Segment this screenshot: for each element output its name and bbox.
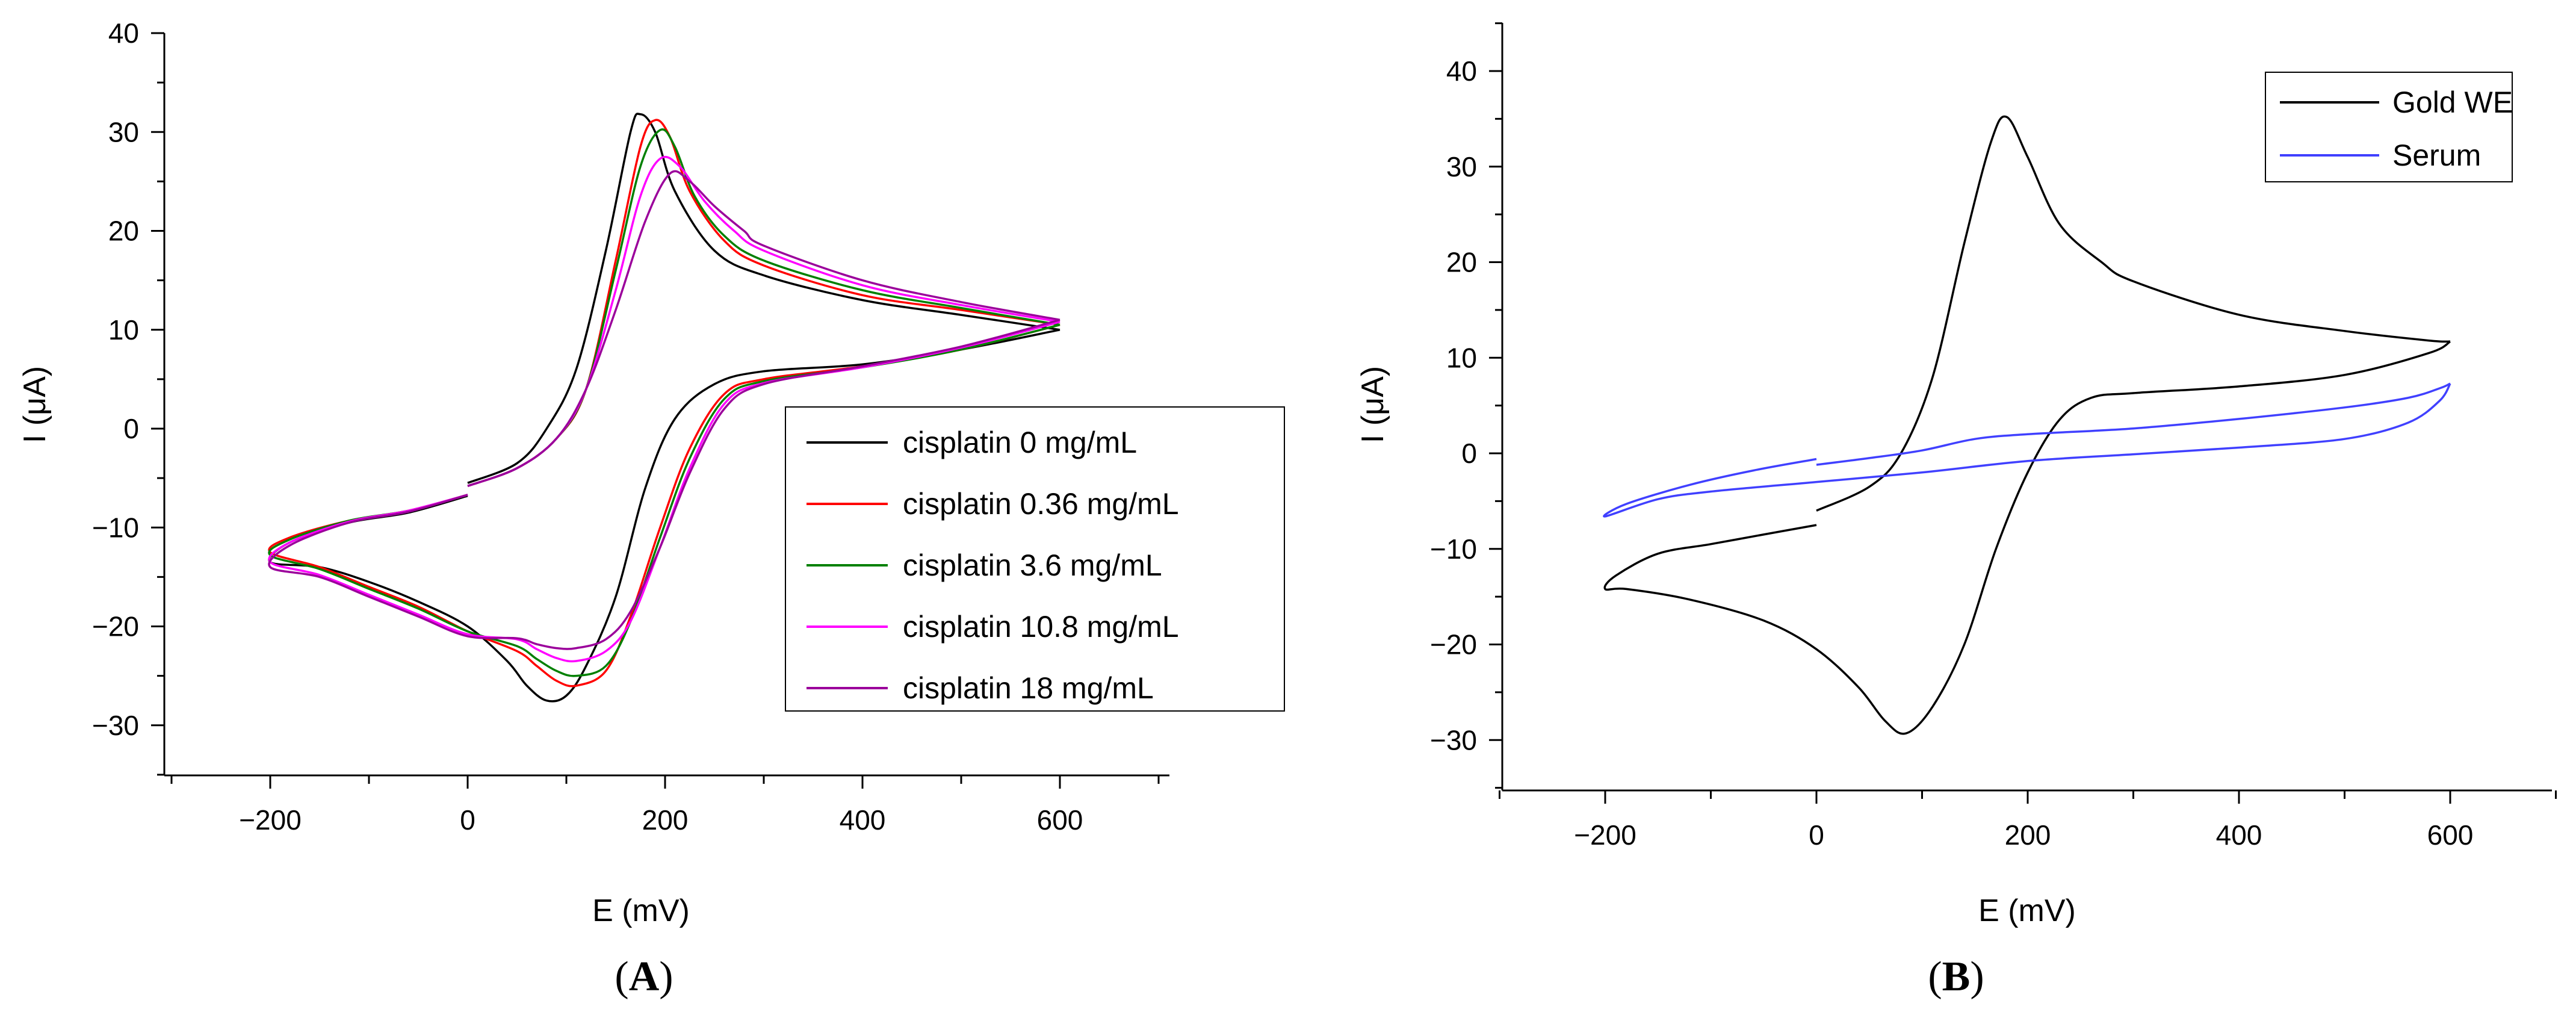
panel-a-legend: cisplatin 0 mg/mL cisplatin 0.36 mg/mL cis… (785, 406, 1285, 712)
panel-a-y-tick-label: −20 (92, 611, 139, 642)
panel-a-y-tick-label: 0 (123, 413, 139, 444)
panel-b-y-axis-title: I (μA) (1355, 366, 1390, 443)
panel-a-x-axis-title: E (mV) (592, 893, 690, 928)
panel-a-x-tick-label: 0 (460, 804, 475, 836)
panel-a-y-axis-title: I (μA) (17, 366, 52, 443)
panel-a-legend-label: cisplatin 10.8 mg/mL (903, 610, 1179, 644)
panel-a-legend-label: cisplatin 3.6 mg/mL (903, 548, 1162, 582)
panel-a-legend-label: cisplatin 0.36 mg/mL (903, 487, 1179, 521)
panel-a-x-tick-label: 600 (1037, 804, 1083, 836)
panel-b-legend: Gold WE Serum (2265, 72, 2513, 182)
panel-b-x-tick-label: −200 (1574, 819, 1636, 851)
panel-a-chart: −200 0 200 400 600 −30 −20 −10 0 10 20 30 40 E (mV)… (17, 17, 1285, 1000)
panel-b-y-tick-label: 40 (1446, 55, 1477, 87)
panel-a-legend-label: cisplatin 0 mg/mL (903, 426, 1137, 459)
panel-b-legend-box (2265, 72, 2513, 182)
panel-a-y-tick-label: 40 (108, 17, 139, 49)
panel-b-legend-label: Gold WE (2392, 85, 2513, 119)
panel-b-series-gold-we (1603, 115, 2451, 735)
panel-b-y-tick-label: 30 (1446, 151, 1477, 182)
panel-a-y-tick-label: −30 (92, 710, 139, 741)
panel-b-series-serum (1603, 382, 2451, 518)
panel-b-x-axis-title: E (mV) (1978, 893, 2076, 928)
panel-b-label: (B) (1928, 954, 1984, 1000)
panel-b-y-tick-label: 0 (1461, 438, 1477, 469)
panel-b-x-tick-label: 0 (1809, 819, 1824, 851)
panel-a-y-tick-label: 30 (108, 116, 139, 147)
panel-b-chart: −200 0 200 400 600 −30 −20 −10 0 10 20 30 40 E (mV)… (1355, 22, 2557, 1000)
panel-b-x-tick-label: 400 (2216, 819, 2262, 851)
panel-b-label-letter: B (1942, 954, 1971, 1000)
panel-b-y-tick-label: 10 (1446, 342, 1477, 373)
panel-b-x-tick-label: 200 (2005, 819, 2051, 851)
panel-a-legend-label: cisplatin 18 mg/mL (903, 671, 1154, 705)
panel-a-series-cisplatin-18-mg-ml (268, 170, 1060, 650)
panel-b-y-tick-label: 20 (1446, 247, 1477, 278)
panel-b-y-tick-label: −30 (1430, 724, 1477, 756)
panel-a-label-letter: A (629, 954, 660, 1000)
panel-b-legend-label: Serum (2392, 138, 2481, 172)
panel-a-x-tick-label: 400 (840, 804, 886, 836)
panel-b-x-tick-label: 600 (2427, 819, 2474, 851)
panel-b-y-tick-label: −20 (1430, 629, 1477, 660)
panel-b-y-tick-label: −10 (1430, 533, 1477, 565)
panel-a-y-tick-label: 20 (108, 216, 139, 247)
panel-a-x-tick-label: −200 (239, 804, 302, 836)
panel-a-x-tick-label: 200 (642, 804, 689, 836)
panel-a-y-tick-label: 10 (108, 314, 139, 346)
panel-a-y-tick-label: −10 (92, 512, 139, 543)
panel-a-legend-box (785, 406, 1285, 712)
panel-a-label: (A) (615, 954, 673, 1000)
